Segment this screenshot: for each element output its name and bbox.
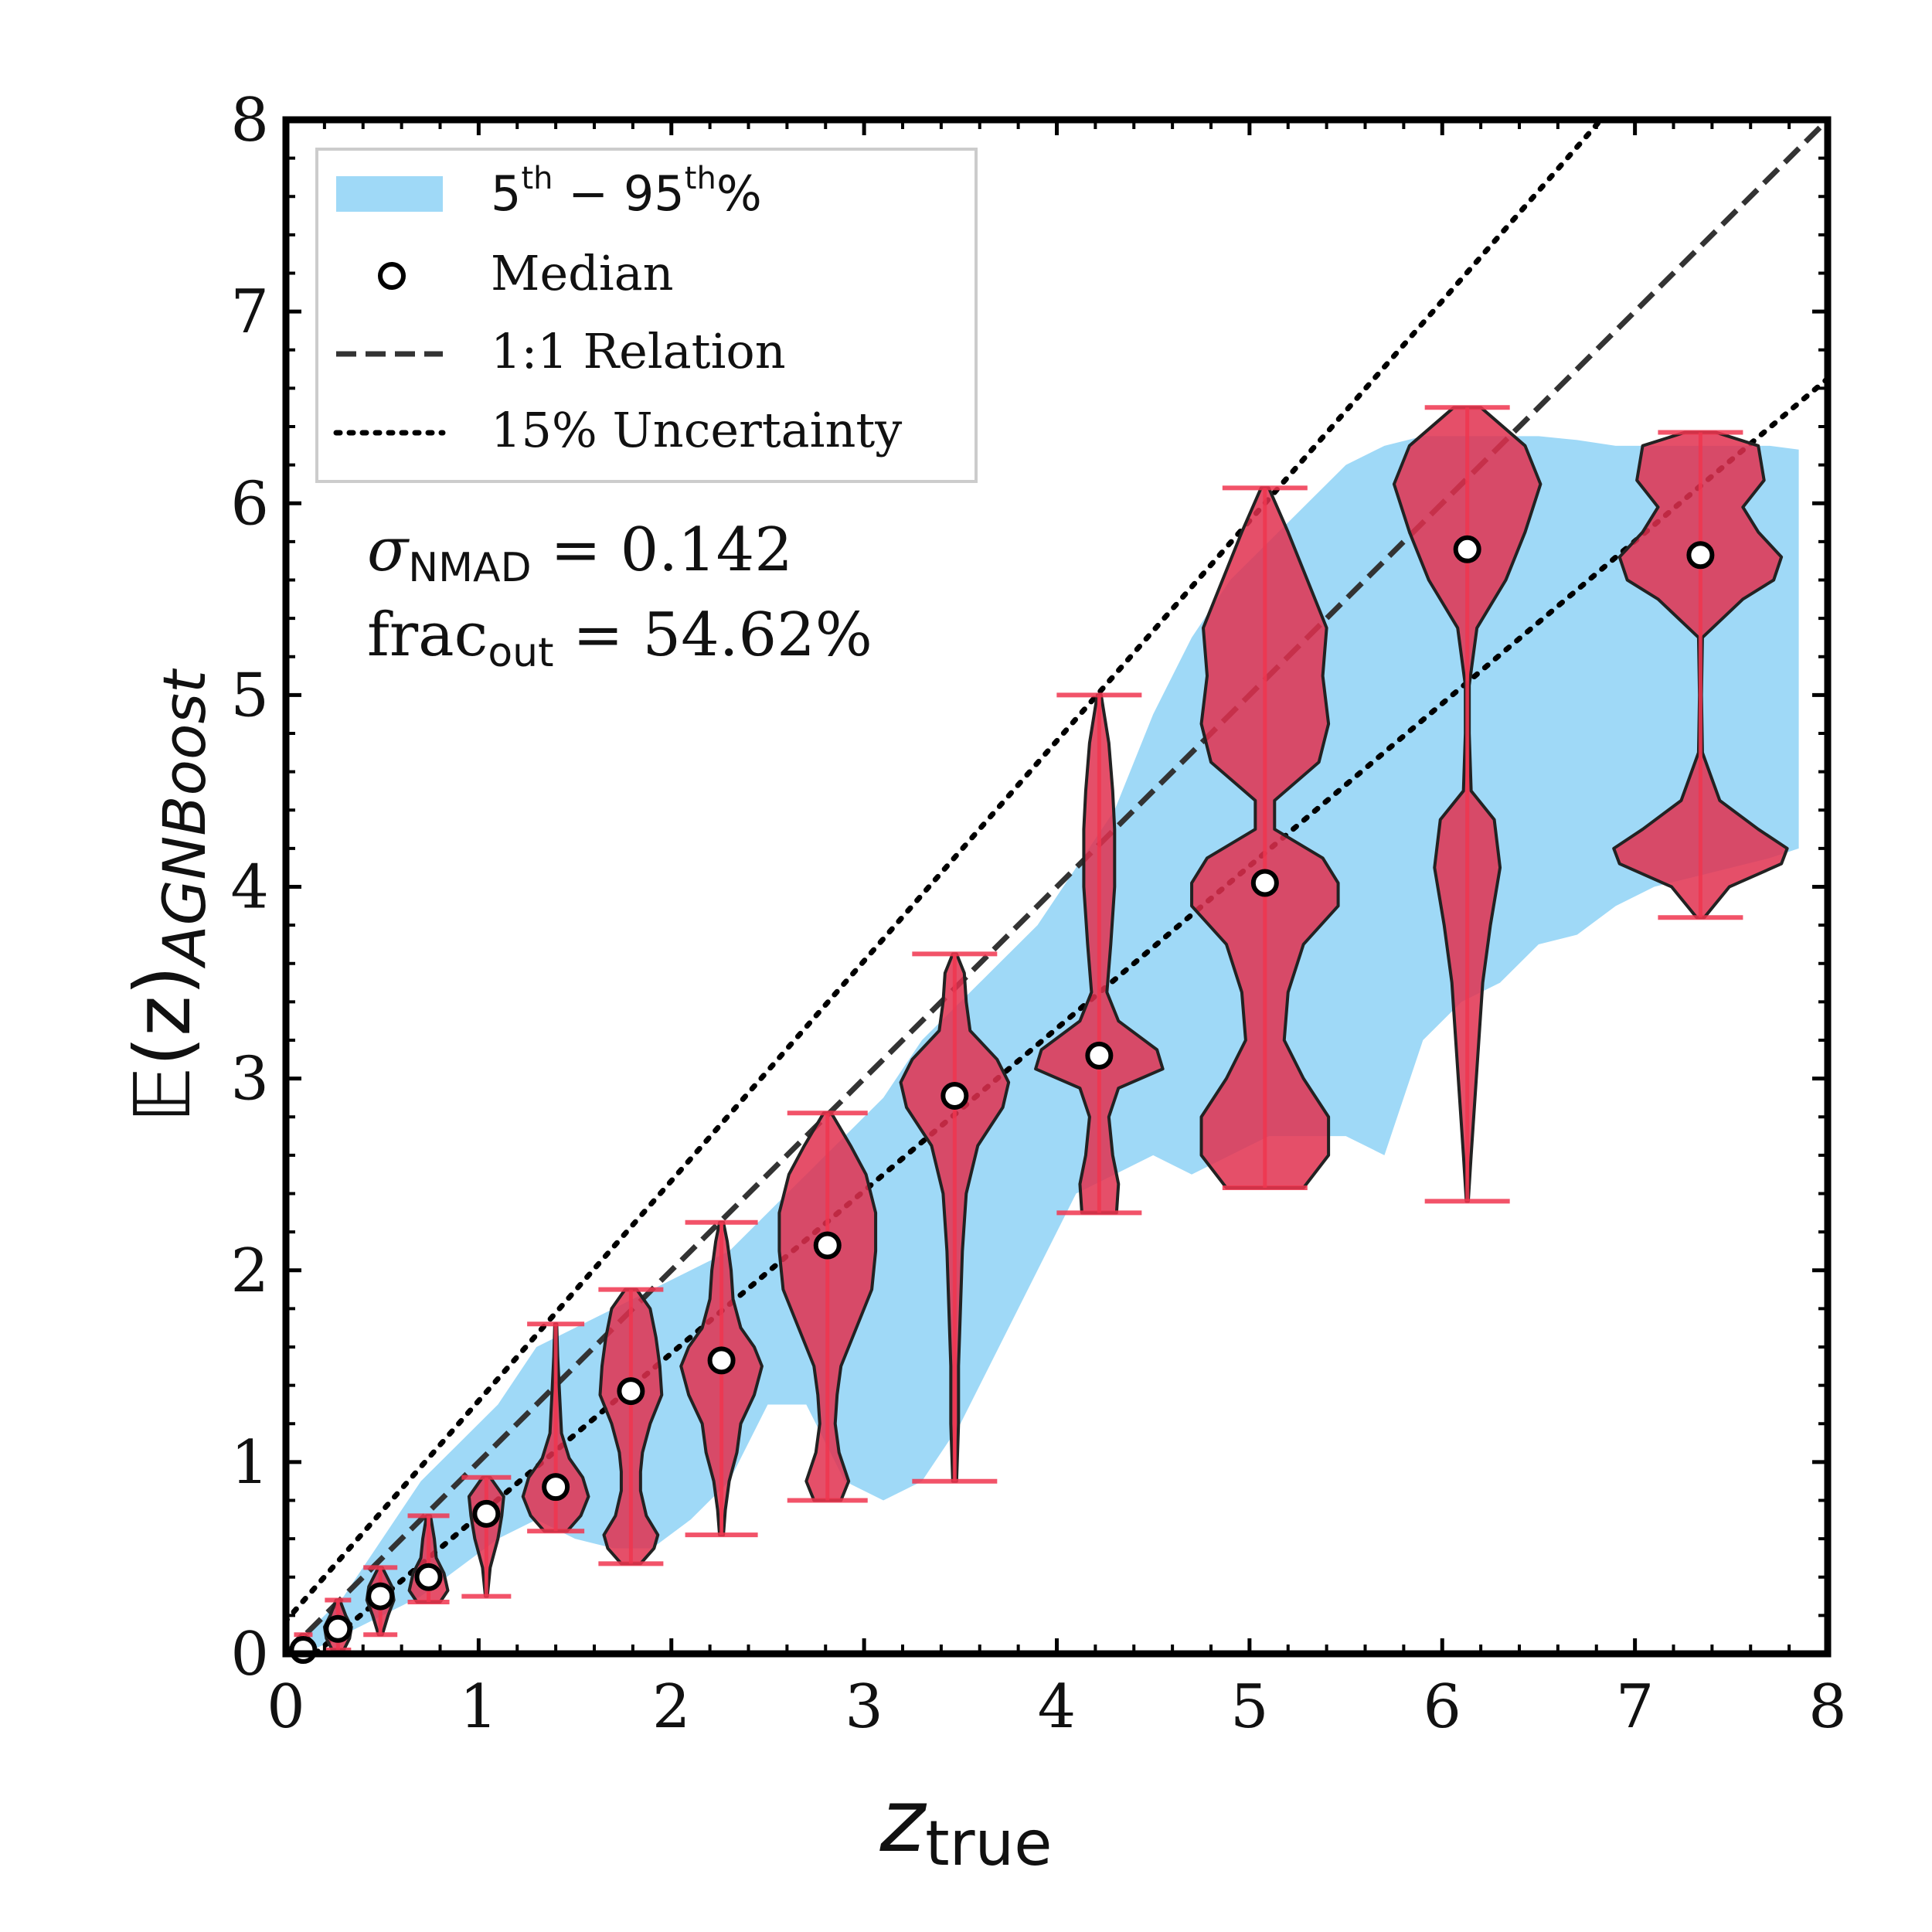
median-point <box>366 1582 395 1611</box>
legend-median-label: Median <box>491 245 674 301</box>
median-point <box>414 1563 443 1591</box>
x-tick-label: 6 <box>1423 1672 1461 1742</box>
reference-lines-layer <box>286 120 1828 1654</box>
legend-band-swatch <box>336 176 443 212</box>
y-tick-label: 3 <box>230 1045 269 1114</box>
plot-frame <box>282 116 1832 1658</box>
legend: 5th − 95th% Median 1:1 Relation 15% Unce… <box>315 148 978 483</box>
medians-layer <box>289 535 1715 1665</box>
sigma-nmad-stat: σNMAD = 0.142 <box>367 515 793 591</box>
median-point <box>707 1346 736 1375</box>
y-axis-label: 𝔼(z)AGNBoost <box>117 668 219 1123</box>
median-point <box>813 1231 842 1260</box>
y-tick-label: 6 <box>230 469 269 539</box>
median-point <box>289 1636 318 1665</box>
legend-median-marker <box>378 262 406 290</box>
x-tick-label: 4 <box>1038 1672 1077 1742</box>
y-tick-label: 5 <box>230 661 269 730</box>
y-tick-label: 4 <box>230 853 269 923</box>
x-tick-label: 8 <box>1808 1672 1847 1742</box>
x-tick-label: 5 <box>1230 1672 1269 1742</box>
x-axis-label: ztrue <box>879 1771 1053 1879</box>
legend-uncertainty-label: 15% Uncertainty <box>491 402 902 458</box>
median-point <box>1085 1041 1114 1070</box>
x-tick-label: 1 <box>460 1672 498 1742</box>
median-point <box>542 1473 570 1502</box>
legend-band-label: 5th − 95th% <box>491 161 762 222</box>
y-tick-label: 8 <box>230 86 269 155</box>
violins-layer <box>290 405 1789 1656</box>
frac-out-stat: fracout = 54.62% <box>367 600 872 676</box>
median-point <box>1453 535 1481 563</box>
median-point <box>324 1614 352 1643</box>
x-tick-label: 3 <box>845 1672 883 1742</box>
median-point <box>1250 869 1279 897</box>
x-tick-label: 2 <box>652 1672 691 1742</box>
y-tick-label: 2 <box>230 1236 269 1306</box>
median-point <box>1686 541 1715 570</box>
y-tick-label: 1 <box>230 1428 269 1498</box>
lower-uncertainty-line <box>311 376 1828 1654</box>
legend-relation-label: 1:1 Relation <box>491 323 786 379</box>
median-point <box>940 1081 969 1110</box>
y-tick-label: 7 <box>230 277 269 347</box>
x-tick-label: 7 <box>1616 1672 1655 1742</box>
x-tick-label: 0 <box>267 1672 305 1742</box>
y-tick-label: 0 <box>230 1620 269 1689</box>
median-point <box>472 1499 501 1528</box>
median-point <box>617 1377 645 1406</box>
one-to-one-line <box>286 120 1828 1654</box>
